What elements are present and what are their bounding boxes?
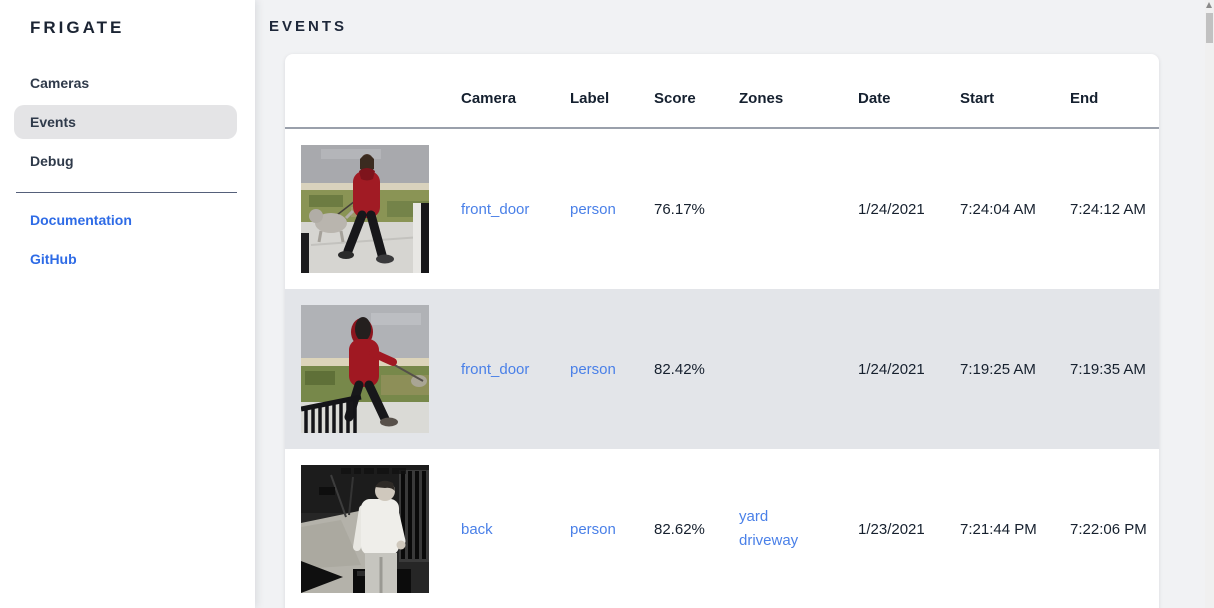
scrollbar-thumb[interactable] bbox=[1206, 13, 1213, 43]
cell-camera: back bbox=[453, 449, 562, 608]
cell-camera: front_door bbox=[453, 289, 562, 449]
table-row[interactable]: front_door person 82.42% 1/24/2021 7:19:… bbox=[285, 289, 1159, 449]
cell-end: 7:19:35 AM bbox=[1070, 360, 1146, 378]
cell-thumbnail bbox=[285, 289, 453, 449]
cell-date: 1/23/2021 bbox=[858, 520, 925, 538]
sidebar-item-label: Cameras bbox=[30, 75, 90, 91]
vertical-scrollbar[interactable] bbox=[1205, 0, 1214, 608]
cell-zones bbox=[731, 289, 850, 449]
table-row[interactable]: front_door person 76.17% 1/24/2021 7:24:… bbox=[285, 128, 1159, 289]
cell-label: person bbox=[562, 449, 646, 608]
cell-camera: front_door bbox=[453, 128, 562, 289]
column-header-end: End bbox=[1062, 54, 1159, 129]
column-header-thumbnail bbox=[285, 54, 453, 129]
sidebar-item-label: Events bbox=[30, 114, 76, 130]
sidebar-link-label: GitHub bbox=[30, 251, 77, 267]
cell-date: 1/24/2021 bbox=[858, 200, 925, 218]
table-header: Camera Label Score Zones Date Start End bbox=[285, 54, 1159, 129]
cell-end: 7:24:12 AM bbox=[1070, 200, 1146, 218]
cell-score: 82.62% bbox=[654, 520, 705, 538]
column-header-camera: Camera bbox=[453, 54, 562, 129]
event-thumbnail[interactable] bbox=[301, 465, 429, 593]
cell-start: 7:24:04 AM bbox=[960, 200, 1036, 218]
app-logo: FRIGATE bbox=[30, 18, 125, 37]
sidebar-item-debug[interactable]: Debug bbox=[14, 144, 237, 178]
sidebar-link-documentation[interactable]: Documentation bbox=[14, 203, 237, 237]
events-table: Camera Label Score Zones Date Start End bbox=[285, 54, 1159, 608]
scrollbar-up-arrow-icon[interactable] bbox=[1206, 2, 1212, 8]
cell-thumbnail bbox=[285, 449, 453, 608]
zone-link[interactable]: driveway bbox=[739, 532, 799, 549]
sidebar-item-events[interactable]: Events bbox=[14, 105, 237, 139]
cell-start: 7:19:25 AM bbox=[960, 360, 1036, 378]
event-thumbnail[interactable] bbox=[301, 305, 429, 433]
table-row[interactable]: back person 82.62% yard driveway 1/ bbox=[285, 449, 1159, 608]
camera-link[interactable]: front_door bbox=[461, 200, 530, 218]
column-header-zones: Zones bbox=[731, 54, 850, 129]
cell-score: 82.42% bbox=[654, 360, 705, 378]
sidebar-item-label: Debug bbox=[30, 153, 74, 169]
sidebar-link-label: Documentation bbox=[30, 212, 132, 228]
cell-date: 1/24/2021 bbox=[858, 360, 925, 378]
cell-start: 7:21:44 PM bbox=[960, 520, 1037, 538]
sidebar-divider bbox=[16, 192, 237, 193]
column-header-label: Label bbox=[562, 54, 646, 129]
camera-link[interactable]: back bbox=[461, 520, 493, 538]
zones-list: yard driveway bbox=[739, 505, 842, 553]
camera-link[interactable]: front_door bbox=[461, 360, 530, 378]
cell-thumbnail bbox=[285, 128, 453, 289]
column-header-score: Score bbox=[646, 54, 731, 129]
cell-score: 76.17% bbox=[654, 200, 705, 218]
sidebar-nav: Cameras Events Debug Documentation GitHu… bbox=[0, 66, 255, 276]
cell-label: person bbox=[562, 289, 646, 449]
label-link[interactable]: person bbox=[570, 520, 616, 538]
page-title: EVENTS bbox=[269, 18, 348, 35]
cell-zones: yard driveway bbox=[731, 449, 850, 608]
cell-zones bbox=[731, 128, 850, 289]
event-thumbnail[interactable] bbox=[301, 145, 429, 273]
events-card: Camera Label Score Zones Date Start End bbox=[285, 54, 1159, 608]
label-link[interactable]: person bbox=[570, 200, 616, 218]
main-content: EVENTS Camera Label Score Zones Date Sta… bbox=[255, 0, 1214, 608]
column-header-start: Start bbox=[952, 54, 1062, 129]
sidebar-item-cameras[interactable]: Cameras bbox=[14, 66, 237, 100]
label-link[interactable]: person bbox=[570, 360, 616, 378]
cell-end: 7:22:06 PM bbox=[1070, 520, 1147, 538]
cell-label: person bbox=[562, 128, 646, 289]
zone-link[interactable]: yard bbox=[739, 508, 769, 525]
sidebar-link-github[interactable]: GitHub bbox=[14, 242, 237, 276]
column-header-date: Date bbox=[850, 54, 952, 129]
sidebar: FRIGATE Cameras Events Debug Documentati… bbox=[0, 0, 255, 608]
